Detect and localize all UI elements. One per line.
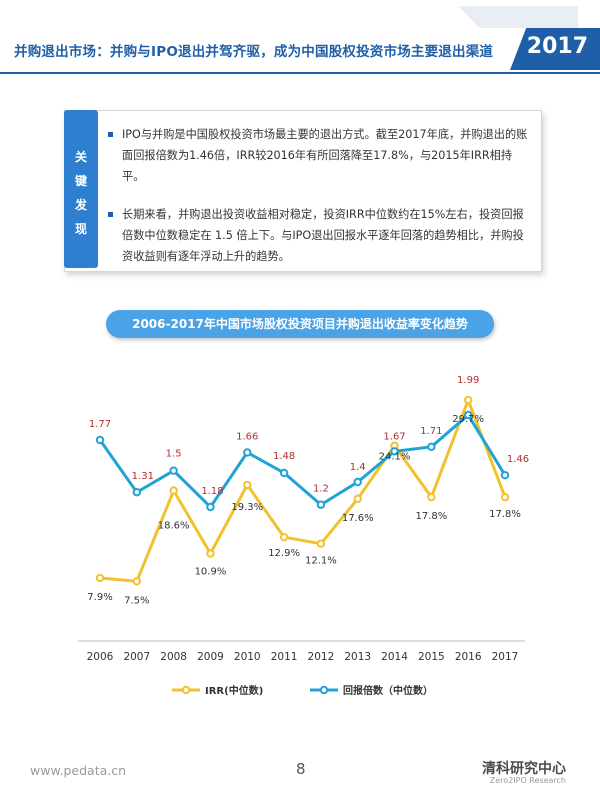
legend-marker-multiple [319,685,329,695]
data-label-irr: 17.6% [342,513,374,524]
bullet-square-icon [108,132,113,137]
data-point-multiple [95,435,105,445]
data-point-irr [169,486,178,495]
header-divider [0,72,600,74]
data-label-irr: 12.9% [268,548,300,559]
x-tick-label: 2010 [234,651,261,663]
data-label-irr: 19.3% [231,502,263,513]
data-point-multiple [316,500,326,509]
data-point-multiple [206,502,215,512]
key-finding-item: IPO与并购是中国股权投资市场最主要的退出方式。截至2017年底，并购退出的账面… [108,124,528,187]
key-finding-text: 长期来看，并购退出投资收益相对稳定，投资IRR中位数约在15%左右，投资回报倍数… [122,208,524,263]
data-point-irr [463,395,473,405]
data-label-irr: 7.9% [87,592,112,603]
data-point-multiple [132,488,142,497]
data-label-multiple: 1.2 [313,484,329,495]
data-point-irr [353,494,362,503]
x-tick-label: 2017 [492,651,519,663]
x-tick-label: 2011 [271,651,298,663]
key-findings-tag-char: 关 [74,150,87,164]
header-corner-decoration [458,6,578,28]
bullet-square-icon [108,212,113,217]
x-tick-label: 2006 [87,651,114,663]
footer-url: www.pedata.cn [30,763,127,778]
x-tick-label: 2009 [197,651,224,663]
data-point-multiple [427,442,436,452]
data-label-irr: 29.7% [452,414,484,425]
footer-brand-sub: Zero2IPO Research [489,776,566,785]
legend-label-irr: IRR(中位数) [205,684,263,697]
data-point-irr [206,549,215,558]
data-point-multiple [353,477,362,487]
data-label-irr: 12.1% [305,556,337,567]
key-findings-tag-char: 现 [74,222,87,236]
data-label-irr: 10.9% [195,567,227,578]
page-number: 8 [296,760,306,778]
x-tick-label: 2016 [455,651,482,663]
header-year: 2017 [526,34,588,59]
legend-marker-irr [181,685,191,695]
key-findings-box [64,110,542,272]
series-line-irr [99,398,507,583]
data-label-multiple: 1.99 [457,375,479,386]
key-findings-tag-char: 发 [74,198,87,212]
data-point-multiple [463,410,473,420]
data-point-multiple [243,448,252,457]
x-tick-label: 2013 [344,651,371,663]
data-label-irr: 7.5% [124,595,149,606]
x-tick-label: 2007 [123,651,150,663]
data-point-irr [279,532,289,542]
data-point-irr [132,577,142,586]
data-label-multiple: 1.4 [350,462,366,473]
data-label-irr: 24.1% [379,452,411,463]
data-label-multiple: 1.48 [273,451,295,462]
data-point-multiple [390,447,399,456]
year-tab [510,28,600,70]
key-findings-tag-char: 键 [74,174,87,188]
key-finding-item: 长期来看，并购退出投资收益相对稳定，投资IRR中位数约在15%左右，投资回报倍数… [108,204,528,267]
x-tick-label: 2014 [381,651,408,663]
data-point-irr [427,492,436,502]
data-label-multiple: 1.5 [166,449,182,460]
data-point-irr [95,573,105,583]
data-label-multiple: 1.46 [507,454,529,465]
data-point-irr [500,492,510,502]
header-band [0,28,600,70]
x-tick-label: 2015 [418,651,445,663]
data-label-multiple: 1.67 [383,431,405,442]
key-findings-tag: 关 键 发 现 [64,110,98,268]
data-label-multiple: 1.77 [89,419,111,430]
data-label-irr: 18.6% [158,521,190,532]
data-point-irr [243,480,252,490]
key-finding-text: IPO与并购是中国股权投资市场最主要的退出方式。截至2017年底，并购退出的账面… [122,128,528,183]
data-label-multiple: 1.18 [201,486,223,497]
data-label-multiple: 1.66 [236,431,258,442]
data-point-multiple [169,466,178,475]
x-tick-label: 2008 [160,651,187,663]
x-tick-label: 2012 [308,651,335,663]
data-point-multiple [500,470,510,480]
data-point-irr [316,539,326,548]
footer-brand: 清科研究中心 [482,761,566,777]
data-label-irr: 17.8% [489,509,521,520]
legend-label-multiple: 回报倍数（中位数） [343,684,433,697]
series-line-multiple [98,413,507,509]
data-label-multiple: 1.71 [420,426,442,437]
data-label-multiple: 1.31 [132,471,154,482]
chart-title: 2006-2017年中国市场股权投资项目并购退出收益率变化趋势 [106,310,494,338]
page-title: 并购退出市场：并购与IPO退出并驾齐驱，成为中国股权投资市场主要退出渠道 [14,44,494,60]
data-point-multiple [279,468,289,478]
data-label-irr: 17.8% [415,511,447,522]
